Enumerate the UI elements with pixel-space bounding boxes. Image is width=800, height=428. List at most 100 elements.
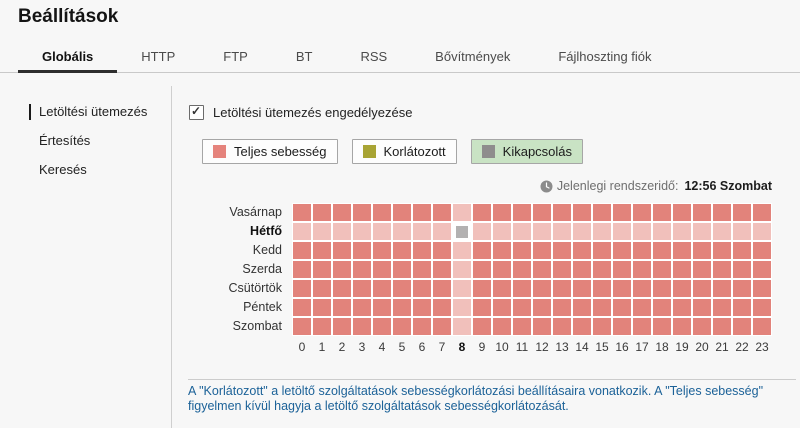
tab-fajlhoszting-fiok[interactable]: Fájlhoszting fiók: [558, 49, 652, 64]
schedule-cell-4-0[interactable]: [293, 280, 311, 297]
schedule-cell-6-9[interactable]: [473, 318, 491, 335]
schedule-cell-4-5[interactable]: [393, 280, 411, 297]
schedule-cell-5-1[interactable]: [313, 299, 331, 316]
schedule-cell-6-1[interactable]: [313, 318, 331, 335]
schedule-cell-2-19[interactable]: [673, 242, 691, 259]
schedule-cell-5-16[interactable]: [613, 299, 631, 316]
schedule-cell-6-10[interactable]: [493, 318, 511, 335]
schedule-cell-5-14[interactable]: [573, 299, 591, 316]
schedule-cell-3-12[interactable]: [533, 261, 551, 278]
schedule-cell-3-14[interactable]: [573, 261, 591, 278]
schedule-cell-5-12[interactable]: [533, 299, 551, 316]
schedule-cell-1-19[interactable]: [673, 223, 691, 240]
schedule-cell-5-4[interactable]: [373, 299, 391, 316]
schedule-cell-3-20[interactable]: [693, 261, 711, 278]
schedule-cell-4-1[interactable]: [313, 280, 331, 297]
schedule-cell-2-1[interactable]: [313, 242, 331, 259]
schedule-cell-6-7[interactable]: [433, 318, 451, 335]
schedule-cell-1-13[interactable]: [553, 223, 571, 240]
schedule-cell-5-23[interactable]: [753, 299, 771, 316]
schedule-cell-3-10[interactable]: [493, 261, 511, 278]
schedule-cell-1-2[interactable]: [333, 223, 351, 240]
sidebar-item-kereses[interactable]: Keresés: [39, 162, 87, 177]
schedule-cell-5-3[interactable]: [353, 299, 371, 316]
schedule-cell-0-6[interactable]: [413, 204, 431, 221]
schedule-cell-0-7[interactable]: [433, 204, 451, 221]
sidebar-item-letoltesi-utemezes[interactable]: Letöltési ütemezés: [29, 104, 170, 120]
schedule-cell-6-6[interactable]: [413, 318, 431, 335]
schedule-cell-5-0[interactable]: [293, 299, 311, 316]
schedule-cell-0-14[interactable]: [573, 204, 591, 221]
schedule-cell-6-23[interactable]: [753, 318, 771, 335]
schedule-cell-0-16[interactable]: [613, 204, 631, 221]
schedule-cell-2-14[interactable]: [573, 242, 591, 259]
schedule-cell-6-18[interactable]: [653, 318, 671, 335]
schedule-cell-4-4[interactable]: [373, 280, 391, 297]
schedule-cell-2-9[interactable]: [473, 242, 491, 259]
schedule-cell-3-11[interactable]: [513, 261, 531, 278]
schedule-cell-5-8[interactable]: [453, 299, 471, 316]
schedule-cell-3-1[interactable]: [313, 261, 331, 278]
tab-ftp[interactable]: FTP: [223, 49, 248, 64]
schedule-cell-2-16[interactable]: [613, 242, 631, 259]
schedule-cell-3-22[interactable]: [733, 261, 751, 278]
schedule-cell-3-0[interactable]: [293, 261, 311, 278]
schedule-cell-0-1[interactable]: [313, 204, 331, 221]
schedule-cell-2-12[interactable]: [533, 242, 551, 259]
schedule-cell-5-6[interactable]: [413, 299, 431, 316]
schedule-cell-5-18[interactable]: [653, 299, 671, 316]
schedule-cell-6-22[interactable]: [733, 318, 751, 335]
schedule-cell-1-9[interactable]: [473, 223, 491, 240]
schedule-cell-2-10[interactable]: [493, 242, 511, 259]
schedule-cell-5-19[interactable]: [673, 299, 691, 316]
schedule-cell-0-2[interactable]: [333, 204, 351, 221]
schedule-cell-3-23[interactable]: [753, 261, 771, 278]
schedule-cell-1-11[interactable]: [513, 223, 531, 240]
sidebar-item-ertesites[interactable]: Értesítés: [39, 133, 91, 148]
schedule-cell-6-16[interactable]: [613, 318, 631, 335]
schedule-cell-3-19[interactable]: [673, 261, 691, 278]
schedule-cell-4-7[interactable]: [433, 280, 451, 297]
schedule-cell-5-17[interactable]: [633, 299, 651, 316]
tab-bovitmenyek[interactable]: Bővítmények: [435, 49, 511, 64]
schedule-cell-1-10[interactable]: [493, 223, 511, 240]
schedule-cell-1-17[interactable]: [633, 223, 651, 240]
schedule-cell-0-17[interactable]: [633, 204, 651, 221]
schedule-cell-6-4[interactable]: [373, 318, 391, 335]
schedule-cell-1-18[interactable]: [653, 223, 671, 240]
schedule-cell-2-20[interactable]: [693, 242, 711, 259]
schedule-cell-0-12[interactable]: [533, 204, 551, 221]
schedule-cell-2-2[interactable]: [333, 242, 351, 259]
schedule-cell-0-15[interactable]: [593, 204, 611, 221]
schedule-cell-1-5[interactable]: [393, 223, 411, 240]
schedule-cell-0-23[interactable]: [753, 204, 771, 221]
schedule-cell-3-5[interactable]: [393, 261, 411, 278]
tab-http[interactable]: HTTP: [141, 49, 176, 64]
schedule-cell-4-15[interactable]: [593, 280, 611, 297]
schedule-cell-6-0[interactable]: [293, 318, 311, 335]
schedule-cell-1-22[interactable]: [733, 223, 751, 240]
schedule-cell-0-5[interactable]: [393, 204, 411, 221]
schedule-cell-1-8[interactable]: [453, 223, 471, 240]
schedule-cell-4-16[interactable]: [613, 280, 631, 297]
schedule-cell-1-15[interactable]: [593, 223, 611, 240]
schedule-cell-5-5[interactable]: [393, 299, 411, 316]
schedule-cell-0-13[interactable]: [553, 204, 571, 221]
schedule-cell-3-9[interactable]: [473, 261, 491, 278]
schedule-cell-5-20[interactable]: [693, 299, 711, 316]
schedule-cell-2-4[interactable]: [373, 242, 391, 259]
schedule-cell-3-6[interactable]: [413, 261, 431, 278]
legend-button-teljes-sebesseg[interactable]: Teljes sebesség: [202, 139, 338, 164]
schedule-cell-2-18[interactable]: [653, 242, 671, 259]
tab-bt[interactable]: BT: [295, 49, 313, 64]
schedule-cell-2-0[interactable]: [293, 242, 311, 259]
schedule-cell-2-11[interactable]: [513, 242, 531, 259]
schedule-cell-6-11[interactable]: [513, 318, 531, 335]
schedule-cell-6-14[interactable]: [573, 318, 591, 335]
schedule-cell-2-21[interactable]: [713, 242, 731, 259]
schedule-cell-3-8[interactable]: [453, 261, 471, 278]
schedule-cell-5-15[interactable]: [593, 299, 611, 316]
schedule-cell-0-20[interactable]: [693, 204, 711, 221]
tab-globalis[interactable]: Globális: [18, 44, 118, 73]
schedule-cell-3-16[interactable]: [613, 261, 631, 278]
